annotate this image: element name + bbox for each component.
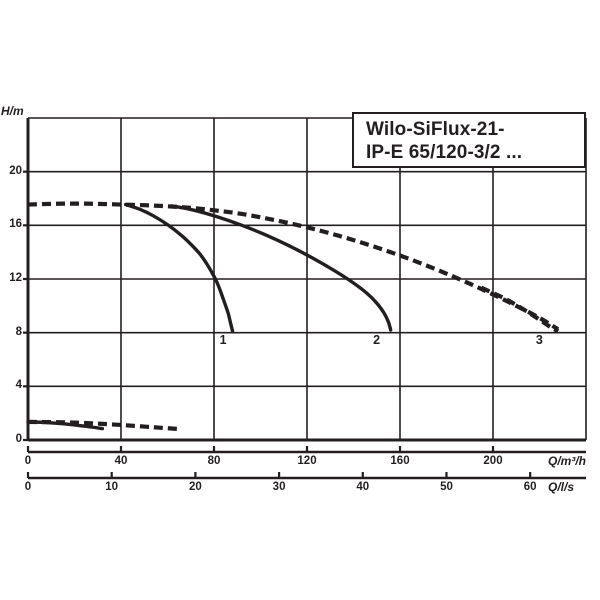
y-axis-tick-label: 0 [15,433,22,445]
curve-paths [26,201,560,432]
x-axis-primary-unit-label: Q/m³/h [548,454,586,468]
grid-lines [28,118,586,440]
x-axis-primary-tick-label: 200 [483,455,503,467]
x-axis-secondary-tick-label: 10 [105,481,119,493]
curve-lower-curve-dashed [27,419,180,432]
x-axis-secondary-tick-label: 60 [523,481,537,493]
legend-box: Wilo-SiFlux-21- IP-E 65/120-3/2 ... [352,112,586,168]
x-axis-secondary [26,472,586,480]
curve-label-1: 1 [219,332,227,347]
legend-line-1: Wilo-SiFlux-21- [366,119,505,140]
curve-curve-1 [123,202,235,334]
curve-lower-curve-solid [26,420,105,431]
axis-ticks [23,170,586,480]
x-axis-secondary-tick-label: 40 [356,481,370,493]
x-axis-secondary-tick-label: 0 [24,481,32,493]
x-axis-primary-tick-label: 80 [207,455,221,467]
legend-line-2: IP-E 65/120-3/2 ... [366,142,523,164]
y-axis-tick-label: 4 [15,379,22,392]
curve-curve-3 [480,285,560,334]
y-axis-tick-label: 20 [9,164,22,177]
x-axis-primary-tick-label: 0 [24,455,32,467]
x-axis-secondary-unit-label: Q/l/s [548,480,575,494]
x-axis-secondary-tick-label: 50 [440,481,453,493]
curve-envelope [27,201,560,332]
y-axis-tick-label: 12 [9,272,22,284]
curve-curve-2 [170,204,393,332]
y-axis-unit-label: H/m [1,104,24,118]
x-axis-primary-tick-label: 40 [114,455,128,467]
y-axis-tick-label: 8 [15,325,22,338]
x-axis-primary-tick-label: 120 [297,455,317,467]
x-axis-secondary-tick-label: 30 [272,481,286,493]
y-axis-tick-label: 16 [9,218,22,231]
curve-label-2: 2 [373,332,381,347]
x-axis-primary [26,446,586,454]
curve-label-3: 3 [535,332,543,347]
x-axis-secondary-tick-label: 20 [188,481,202,493]
x-axis-primary-tick-label: 160 [390,455,410,467]
